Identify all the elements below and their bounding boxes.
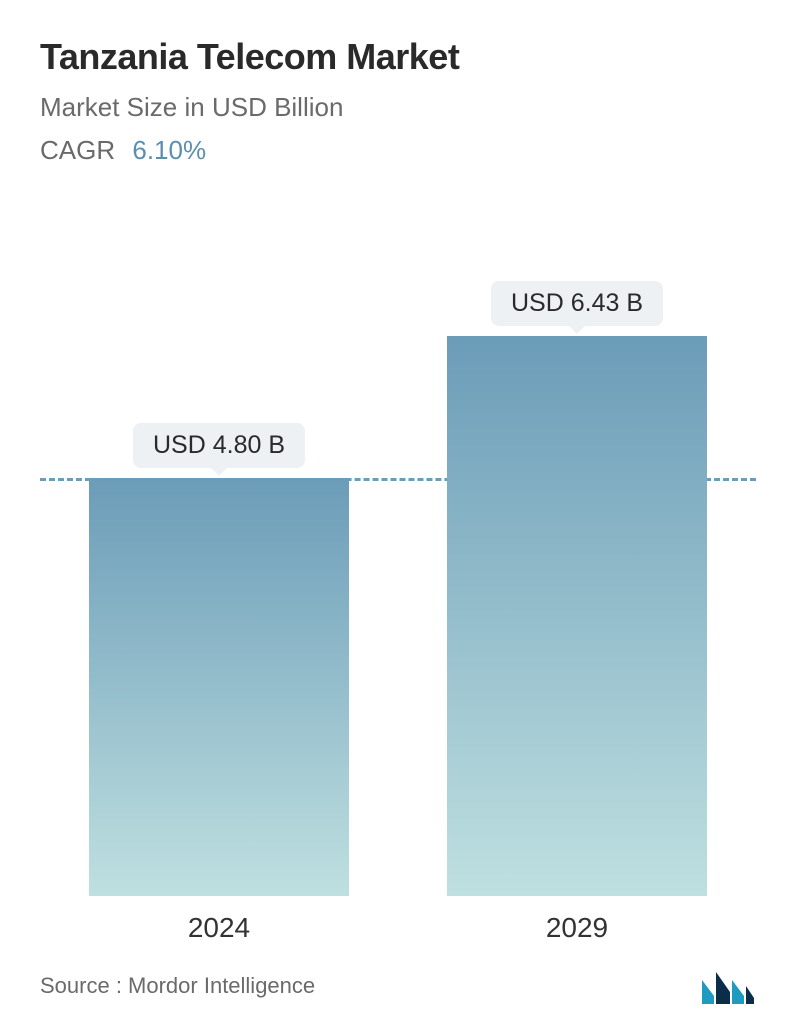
mordor-logo-icon xyxy=(700,966,756,1006)
bar-chart: USD 4.80 B USD 6.43 B xyxy=(40,216,756,896)
x-axis-label: 2029 xyxy=(427,912,727,944)
source-text: Source : Mordor Intelligence xyxy=(40,973,315,999)
subtitle: Market Size in USD Billion xyxy=(40,92,756,123)
bar-group: USD 6.43 B xyxy=(427,281,727,896)
bars-container: USD 4.80 B USD 6.43 B xyxy=(40,216,756,896)
value-badge: USD 6.43 B xyxy=(491,281,663,326)
page-title: Tanzania Telecom Market xyxy=(40,36,756,78)
footer: Source : Mordor Intelligence xyxy=(40,966,756,1006)
cagr-value: 6.10% xyxy=(132,135,206,165)
cagr-label: CAGR xyxy=(40,135,115,165)
bar xyxy=(447,336,707,896)
bar xyxy=(89,478,349,896)
cagr-row: CAGR 6.10% xyxy=(40,135,756,166)
bar-group: USD 4.80 B xyxy=(69,423,369,896)
x-axis-label: 2024 xyxy=(69,912,369,944)
value-badge: USD 4.80 B xyxy=(133,423,305,468)
x-axis-labels: 2024 2029 xyxy=(40,912,756,944)
